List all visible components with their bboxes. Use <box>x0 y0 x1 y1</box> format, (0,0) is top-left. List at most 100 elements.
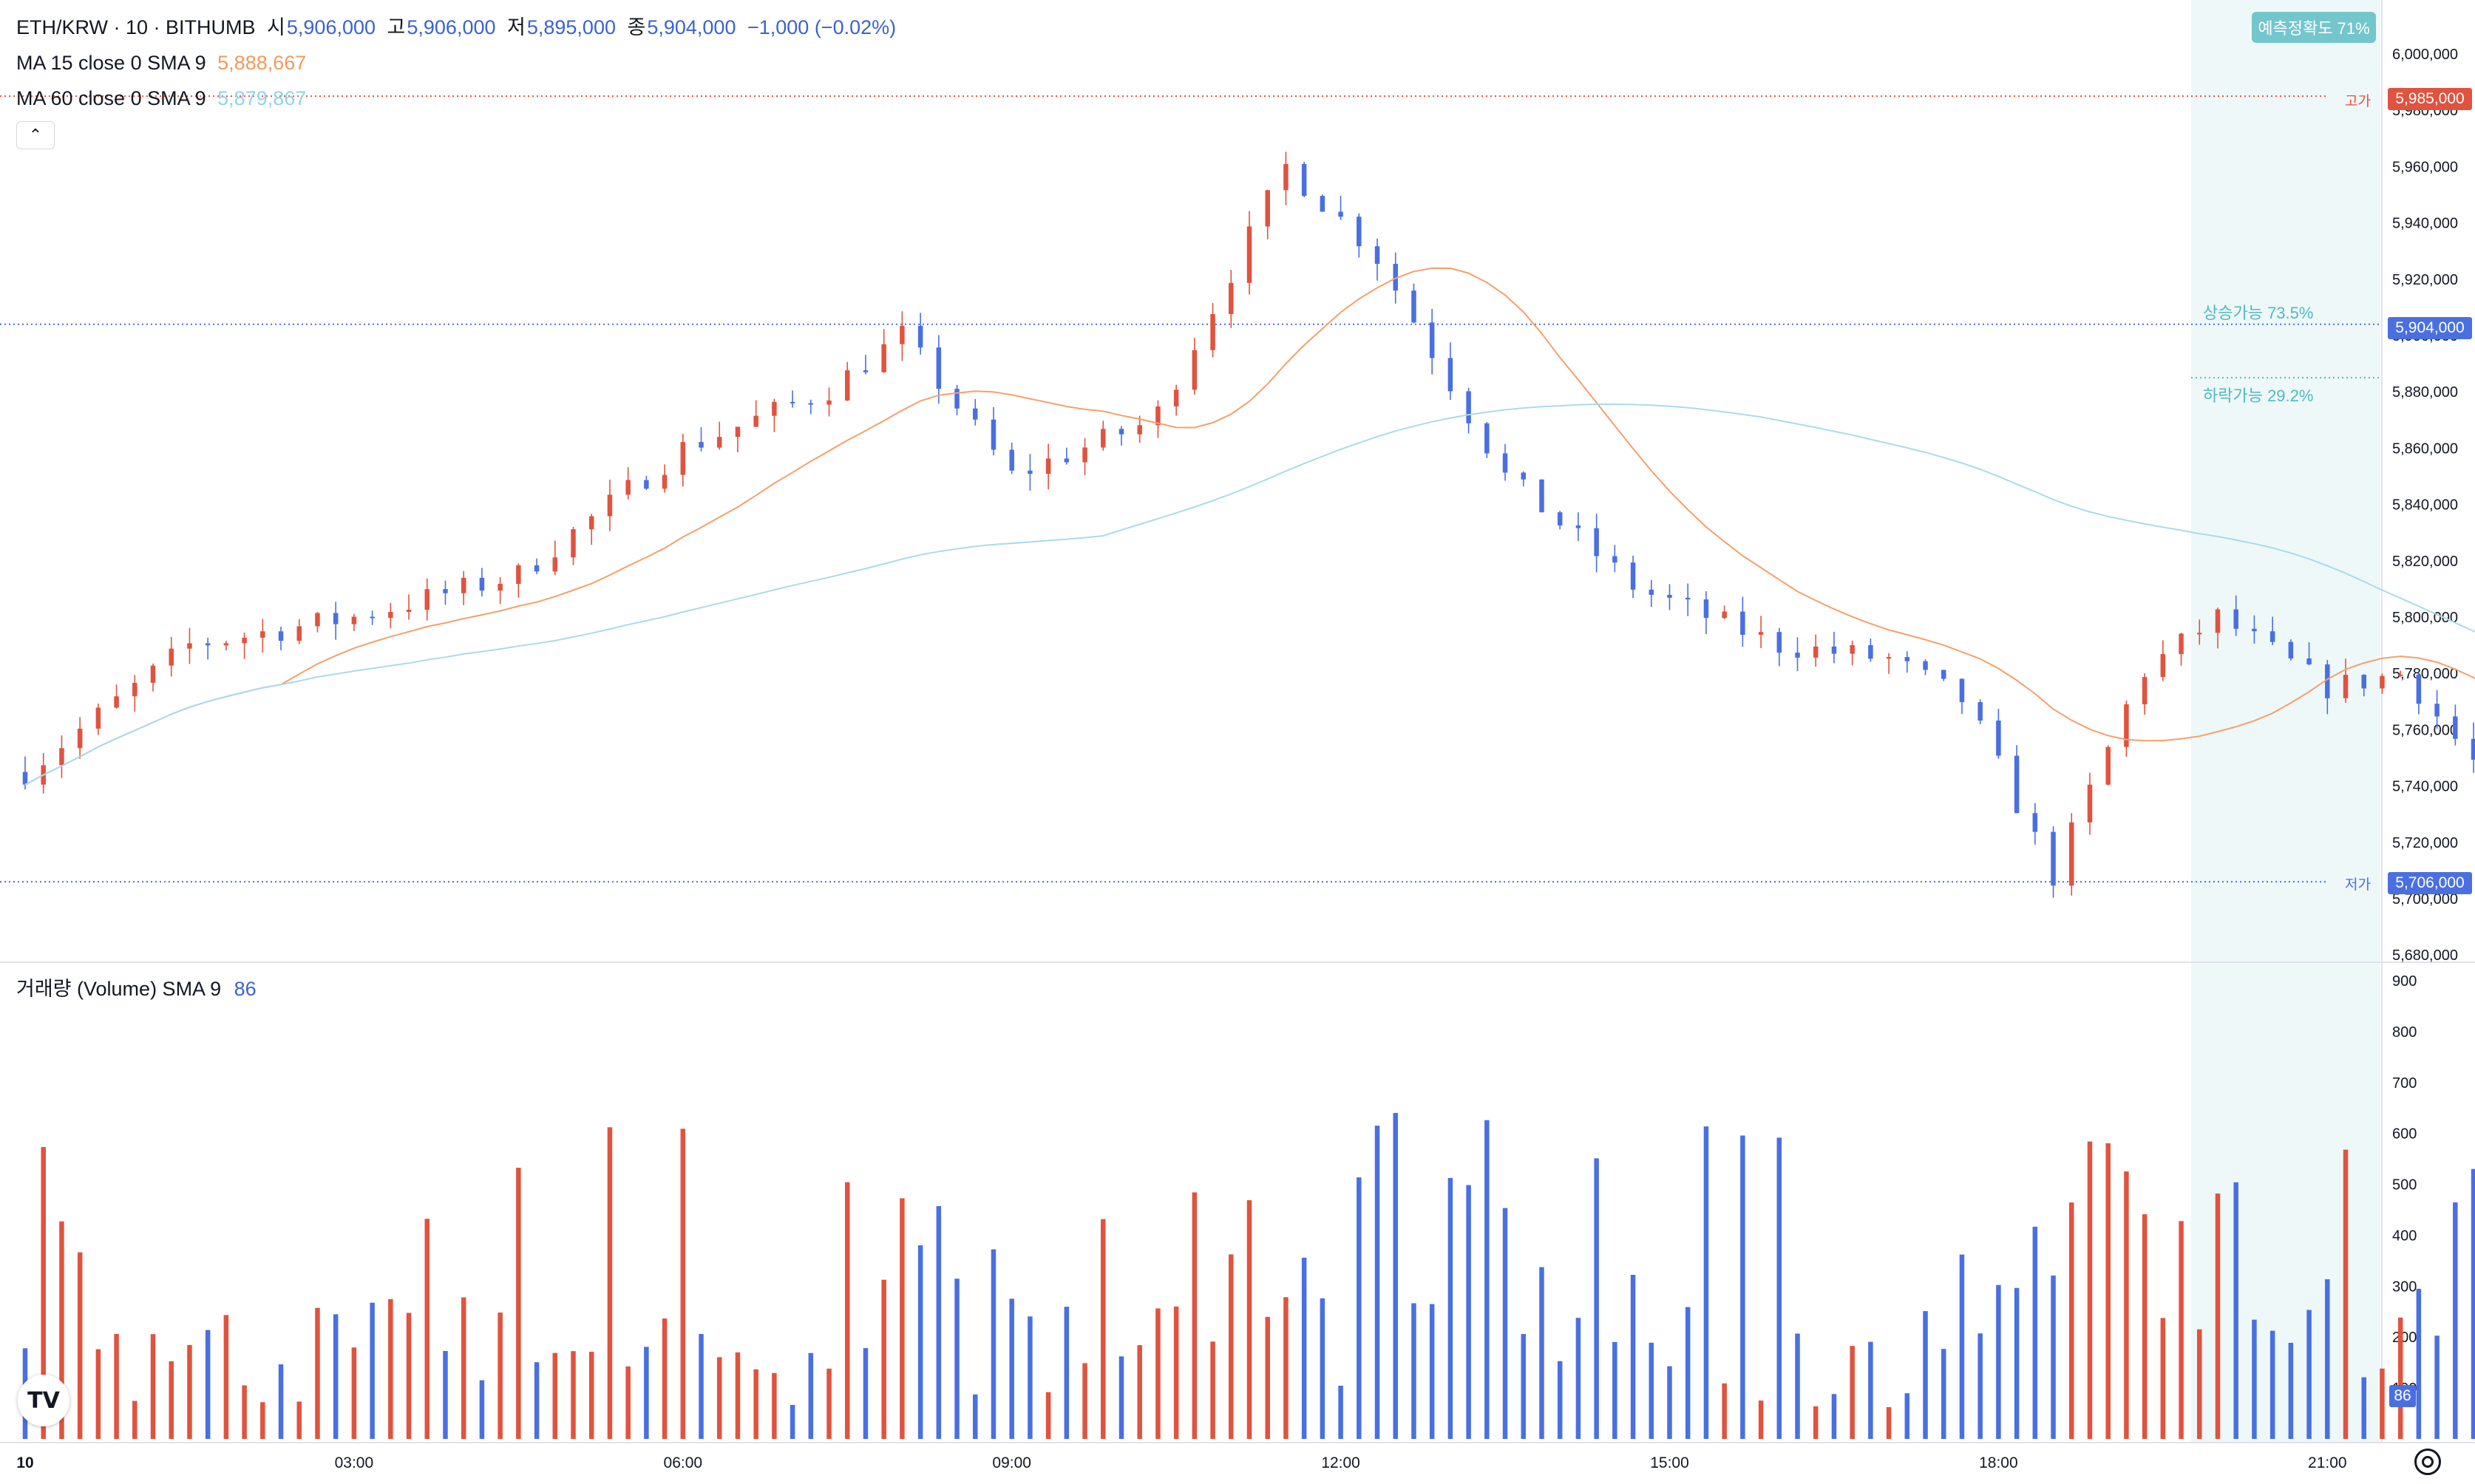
volume-bar <box>2069 1202 2074 1439</box>
close-label: 종 <box>627 16 646 38</box>
candle-body <box>1028 470 1033 474</box>
volume-bar <box>1813 1406 1819 1439</box>
volume-bar <box>315 1307 320 1439</box>
candle-body <box>1466 391 1471 423</box>
volume-bar <box>388 1298 393 1439</box>
candle-body <box>2032 813 2038 832</box>
volume-bar <box>1283 1297 1289 1439</box>
low-label: 저 <box>507 16 526 38</box>
volume-bar <box>1229 1254 1234 1439</box>
price-axis-tick: 5,720,000 <box>2392 835 2458 851</box>
candle-body <box>406 610 412 613</box>
volume-bar <box>534 1362 540 1439</box>
volume-label: 거래량 (Volume) SMA 9 <box>16 978 222 1000</box>
volume-bar <box>1703 1126 1709 1439</box>
volume-bar <box>169 1361 174 1439</box>
candle-body <box>114 696 119 708</box>
volume-bar <box>1904 1393 1910 1439</box>
candle-body <box>680 442 686 475</box>
volume-bar <box>77 1252 83 1439</box>
close-value: 5,904,000 <box>647 16 736 38</box>
candle-body <box>2233 609 2238 629</box>
volume-bar <box>2179 1221 2184 1439</box>
candle-body <box>2361 675 2366 689</box>
candle-body <box>132 682 138 697</box>
candle-body <box>260 631 265 638</box>
volume-bar <box>1649 1342 1654 1439</box>
candle-body <box>2325 664 2330 698</box>
price-axis-tick: 5,940,000 <box>2392 216 2458 232</box>
volume-axis-tick: 900 <box>2392 973 2417 990</box>
candle-body <box>1411 290 1416 323</box>
candle-body <box>1155 406 1161 426</box>
ma60-legend[interactable]: MA 60 close 0 SMA 9 5,879,867 <box>16 86 312 111</box>
volume-bar <box>973 1394 978 1439</box>
volume-bar <box>2105 1143 2111 1439</box>
volume-bar <box>1977 1333 1983 1439</box>
price-axis-tick: 5,760,000 <box>2392 722 2458 738</box>
candle-body <box>2197 633 2202 635</box>
candle-body <box>863 370 869 372</box>
volume-bar <box>1923 1311 1928 1439</box>
volume-bar <box>1594 1158 1599 1439</box>
volume-bar <box>2252 1319 2257 1439</box>
volume-bar <box>2397 1317 2403 1439</box>
open-value: 5,906,000 <box>286 16 376 38</box>
candle-body <box>1831 646 1837 654</box>
high-label: 고 <box>387 16 406 38</box>
volume-bar <box>1155 1308 1161 1439</box>
collapse-legend-button[interactable]: ⌃ <box>16 121 55 149</box>
high-value: 5,906,000 <box>407 16 496 38</box>
candle-body <box>1357 217 1362 247</box>
candle-body <box>534 565 540 572</box>
volume-bar <box>1996 1284 2001 1439</box>
volume-bar <box>2215 1193 2221 1439</box>
volume-bar <box>41 1147 46 1439</box>
volume-bar <box>1667 1366 1672 1439</box>
candle-body <box>1630 562 1636 590</box>
candle-body <box>2087 784 2093 823</box>
price-axis-tick: 5,880,000 <box>2392 384 2458 401</box>
volume-bar <box>2160 1318 2166 1439</box>
volume-bar <box>863 1348 869 1439</box>
candle-body <box>187 643 192 649</box>
volume-bar <box>1118 1356 1124 1439</box>
tradingview-logo-icon[interactable]: TV <box>18 1375 69 1426</box>
volume-bar <box>2361 1377 2366 1439</box>
symbol-legend: ETH/KRW · 10 · BITHUMB 시5,906,000 고5,906… <box>16 15 902 40</box>
ma60-line <box>24 404 2475 786</box>
volume-bar <box>114 1333 119 1439</box>
candle-body <box>516 565 521 585</box>
volume-bar <box>917 1245 923 1439</box>
time-axis-tick: 09:00 <box>992 1454 1031 1471</box>
candle-body <box>1722 611 1727 619</box>
candle-body <box>2069 822 2074 886</box>
settings-icon[interactable] <box>2414 1449 2441 1475</box>
candle-body <box>1977 702 1983 721</box>
candle-body <box>1996 721 2001 756</box>
volume-bar <box>662 1318 668 1439</box>
volume-legend[interactable]: 거래량 (Volume) SMA 9 86 <box>16 973 257 1001</box>
volume-bar <box>2124 1171 2129 1439</box>
candle-body <box>1923 661 1928 670</box>
volume-current-tag: 86 <box>2389 1385 2416 1407</box>
candle-body <box>1229 282 1234 314</box>
volume-bar <box>1630 1275 1636 1439</box>
volume-bar <box>1886 1406 1892 1439</box>
candle-body <box>607 494 613 517</box>
volume-bar <box>2014 1287 2020 1439</box>
volume-bar <box>406 1313 412 1439</box>
volume-bar <box>1795 1333 1800 1439</box>
ma15-legend[interactable]: MA 15 close 0 SMA 9 5,888,667 <box>16 50 312 75</box>
candle-body <box>1740 611 1745 635</box>
volume-bar <box>1028 1316 1033 1439</box>
candle-body <box>333 613 339 624</box>
candle-body <box>2105 746 2111 785</box>
volume-bar <box>881 1279 886 1439</box>
candle-body <box>571 529 576 558</box>
volume-bar <box>1137 1345 1142 1439</box>
candle-body <box>1594 528 1599 556</box>
volume-bar <box>644 1347 649 1439</box>
candle-body <box>735 426 741 438</box>
